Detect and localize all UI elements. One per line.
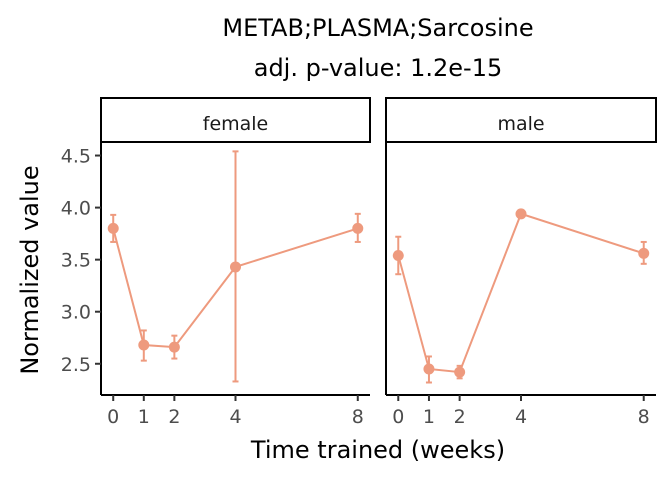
x-tick-label: 2 <box>168 406 180 428</box>
data-point <box>516 208 527 219</box>
data-point <box>169 342 180 353</box>
series-line <box>398 214 643 372</box>
x-tick-label: 8 <box>638 406 650 428</box>
data-point <box>393 250 404 261</box>
y-axis-label: Normalized value <box>16 165 44 374</box>
x-tick-label: 1 <box>423 406 435 428</box>
data-point <box>138 340 149 351</box>
x-tick-label: 8 <box>352 406 364 428</box>
y-tick-label: 3.5 <box>61 250 91 272</box>
data-point <box>352 223 363 234</box>
y-tick-label: 4.5 <box>61 146 91 168</box>
facet-panel-female: female 0 1 2 4 8 2.5 3.0 3.5 4.0 4.5 <box>61 98 370 428</box>
y-tick-label: 3.0 <box>61 302 91 324</box>
x-tick-label: 0 <box>392 406 404 428</box>
x-tick-label: 2 <box>454 406 466 428</box>
data-point <box>423 363 434 374</box>
x-axis-label: Time trained (weeks) <box>250 436 505 464</box>
data-point <box>108 223 119 234</box>
x-tick-label: 1 <box>138 406 150 428</box>
chart-title: METAB;PLASMA;Sarcosine <box>222 14 533 42</box>
y-tick-label: 2.5 <box>61 354 91 376</box>
x-tick-label: 0 <box>107 406 119 428</box>
data-point <box>230 261 241 272</box>
facet-strip-label: female <box>203 113 269 135</box>
data-point <box>454 367 465 378</box>
facet-panel-male: male 0 1 2 4 8 <box>386 98 656 428</box>
chart-subtitle: adj. p-value: 1.2e-15 <box>254 54 503 82</box>
x-tick-label: 4 <box>229 406 241 428</box>
facet-strip-label: male <box>497 113 544 135</box>
y-tick-label: 4.0 <box>61 198 91 220</box>
data-point <box>638 248 649 259</box>
x-tick-label: 4 <box>515 406 527 428</box>
